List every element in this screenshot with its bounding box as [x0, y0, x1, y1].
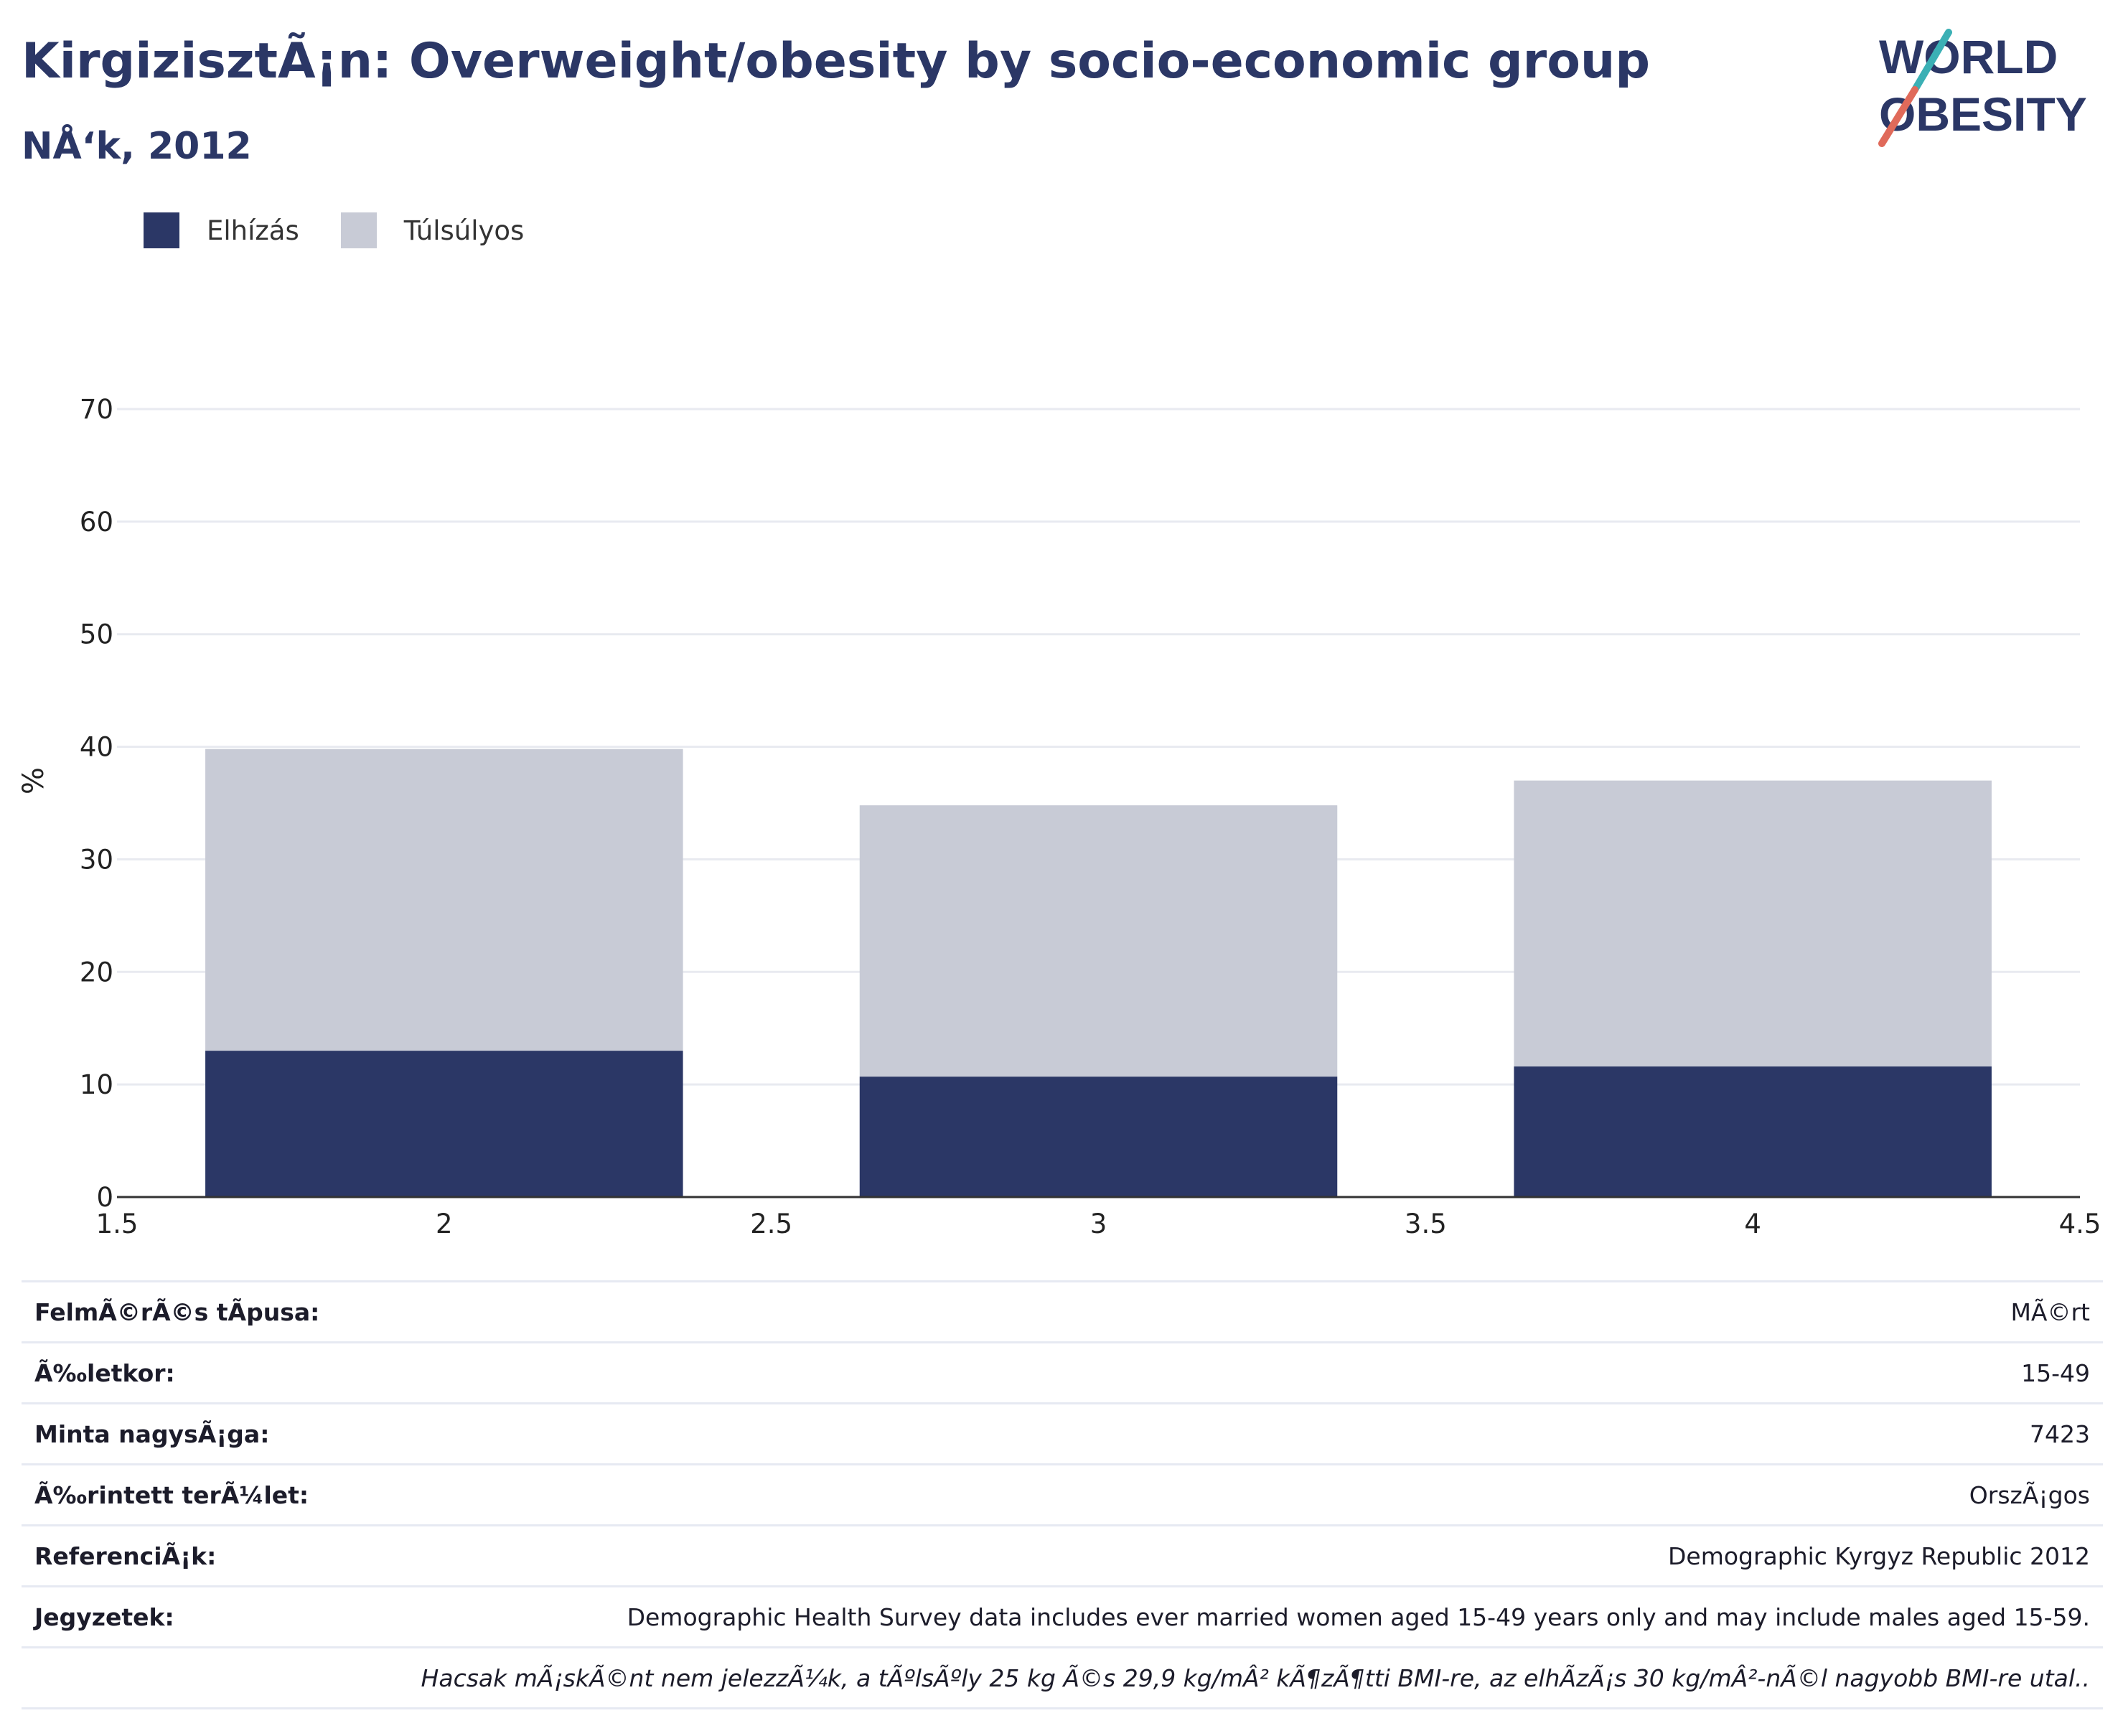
- bar-tulsulyos: [1514, 780, 1992, 1067]
- legend-swatch-tulsulyos: [340, 212, 377, 248]
- info-row-area: Ã‰rintett terÃ¼let: OrszÃ¡gos: [22, 1463, 2103, 1524]
- chart-legend: Elhízás Túlsúlyos: [144, 212, 566, 248]
- info-row-sample-size: Minta nagysÃ¡ga: 7423: [22, 1402, 2103, 1463]
- info-label-area: Ã‰rintett terÃ¼let:: [34, 1481, 309, 1509]
- legend-label-tulsulyos: Túlsúlyos: [403, 215, 525, 246]
- info-footnote: Hacsak mÃ¡skÃ©nt nem jelezzÃ¼k, a tÃºlsÃ…: [421, 1664, 2090, 1692]
- info-label-sample-size: Minta nagysÃ¡ga:: [34, 1420, 270, 1448]
- info-value-age: 15-49: [2021, 1359, 2090, 1387]
- x-tick-label: 2.5: [750, 1209, 792, 1239]
- info-value-area: OrszÃ¡gos: [1969, 1481, 2090, 1509]
- bar-tulsulyos: [205, 749, 683, 1051]
- x-tick-label: 4: [1744, 1209, 1761, 1239]
- chart-title: KirgizisztÃ¡n: Overweight/obesity by soc…: [22, 33, 1651, 90]
- bar-elhizas: [859, 1076, 1338, 1197]
- world-obesity-logo: WORLD OBESITY: [1878, 29, 2087, 147]
- info-row-survey-type: FelmÃ©rÃ©s tÃpusa: MÃ©rt: [22, 1280, 2103, 1341]
- x-tick-label: 1.5: [96, 1209, 139, 1239]
- info-value-notes: Demographic Health Survey data includes …: [627, 1603, 2090, 1631]
- x-tick-label: 2: [436, 1209, 453, 1239]
- x-tick-label: 3: [1090, 1209, 1107, 1239]
- info-value-survey-type: MÃ©rt: [2010, 1298, 2090, 1326]
- stacked-bar-chart: 0 10 20 30 40 50 60 70 1.5 2 2.5 3 3.5 4 4.5%: [17, 394, 2101, 1239]
- bar-tulsulyos: [859, 805, 1338, 1077]
- y-tick-label: 20: [80, 957, 113, 987]
- x-tick-label: 3.5: [1405, 1209, 1447, 1239]
- info-label-references: ReferenciÃ¡k:: [34, 1542, 217, 1570]
- legend-label-elhizas: Elhízás: [207, 215, 299, 246]
- info-row-footnote: Hacsak mÃ¡skÃ©nt nem jelezzÃ¼k, a tÃºlsÃ…: [22, 1646, 2103, 1709]
- y-tick-label: 70: [80, 394, 113, 425]
- bar-elhizas: [205, 1051, 683, 1197]
- info-row-notes: Jegyzetek: Demographic Health Survey dat…: [22, 1585, 2103, 1646]
- info-value-sample-size: 7423: [2030, 1420, 2090, 1448]
- y-tick-label: 60: [80, 507, 113, 538]
- bar-elhizas: [1514, 1066, 1992, 1197]
- legend-swatch-elhizas: [144, 212, 179, 248]
- x-tick-label: 4.5: [2059, 1209, 2101, 1239]
- legend-item-elhizas: Elhízás: [144, 212, 299, 248]
- survey-info-table: FelmÃ©rÃ©s tÃpusa: MÃ©rt Ã‰letkor: 15-49…: [22, 1280, 2103, 1709]
- info-label-survey-type: FelmÃ©rÃ©s tÃpusa:: [34, 1298, 320, 1326]
- info-value-references: Demographic Kyrgyz Republic 2012: [1667, 1542, 2090, 1570]
- y-tick-label: 0: [96, 1182, 113, 1213]
- info-label-age: Ã‰letkor:: [34, 1359, 175, 1387]
- chart-subtitle: NÅ‘k, 2012: [22, 125, 252, 168]
- info-row-references: ReferenciÃ¡k: Demographic Kyrgyz Republi…: [22, 1524, 2103, 1585]
- y-tick-label: 50: [80, 619, 113, 650]
- y-tick-label: 30: [80, 844, 113, 875]
- info-row-age: Ã‰letkor: 15-49: [22, 1341, 2103, 1402]
- info-label-notes: Jegyzetek:: [34, 1603, 174, 1631]
- y-tick-label: 10: [80, 1069, 113, 1100]
- svg-text:WORLD: WORLD: [1879, 30, 2058, 83]
- legend-item-tulsulyos: Túlsúlyos: [340, 212, 525, 248]
- y-tick-label: 40: [80, 732, 113, 763]
- y-axis-label: %: [17, 767, 50, 794]
